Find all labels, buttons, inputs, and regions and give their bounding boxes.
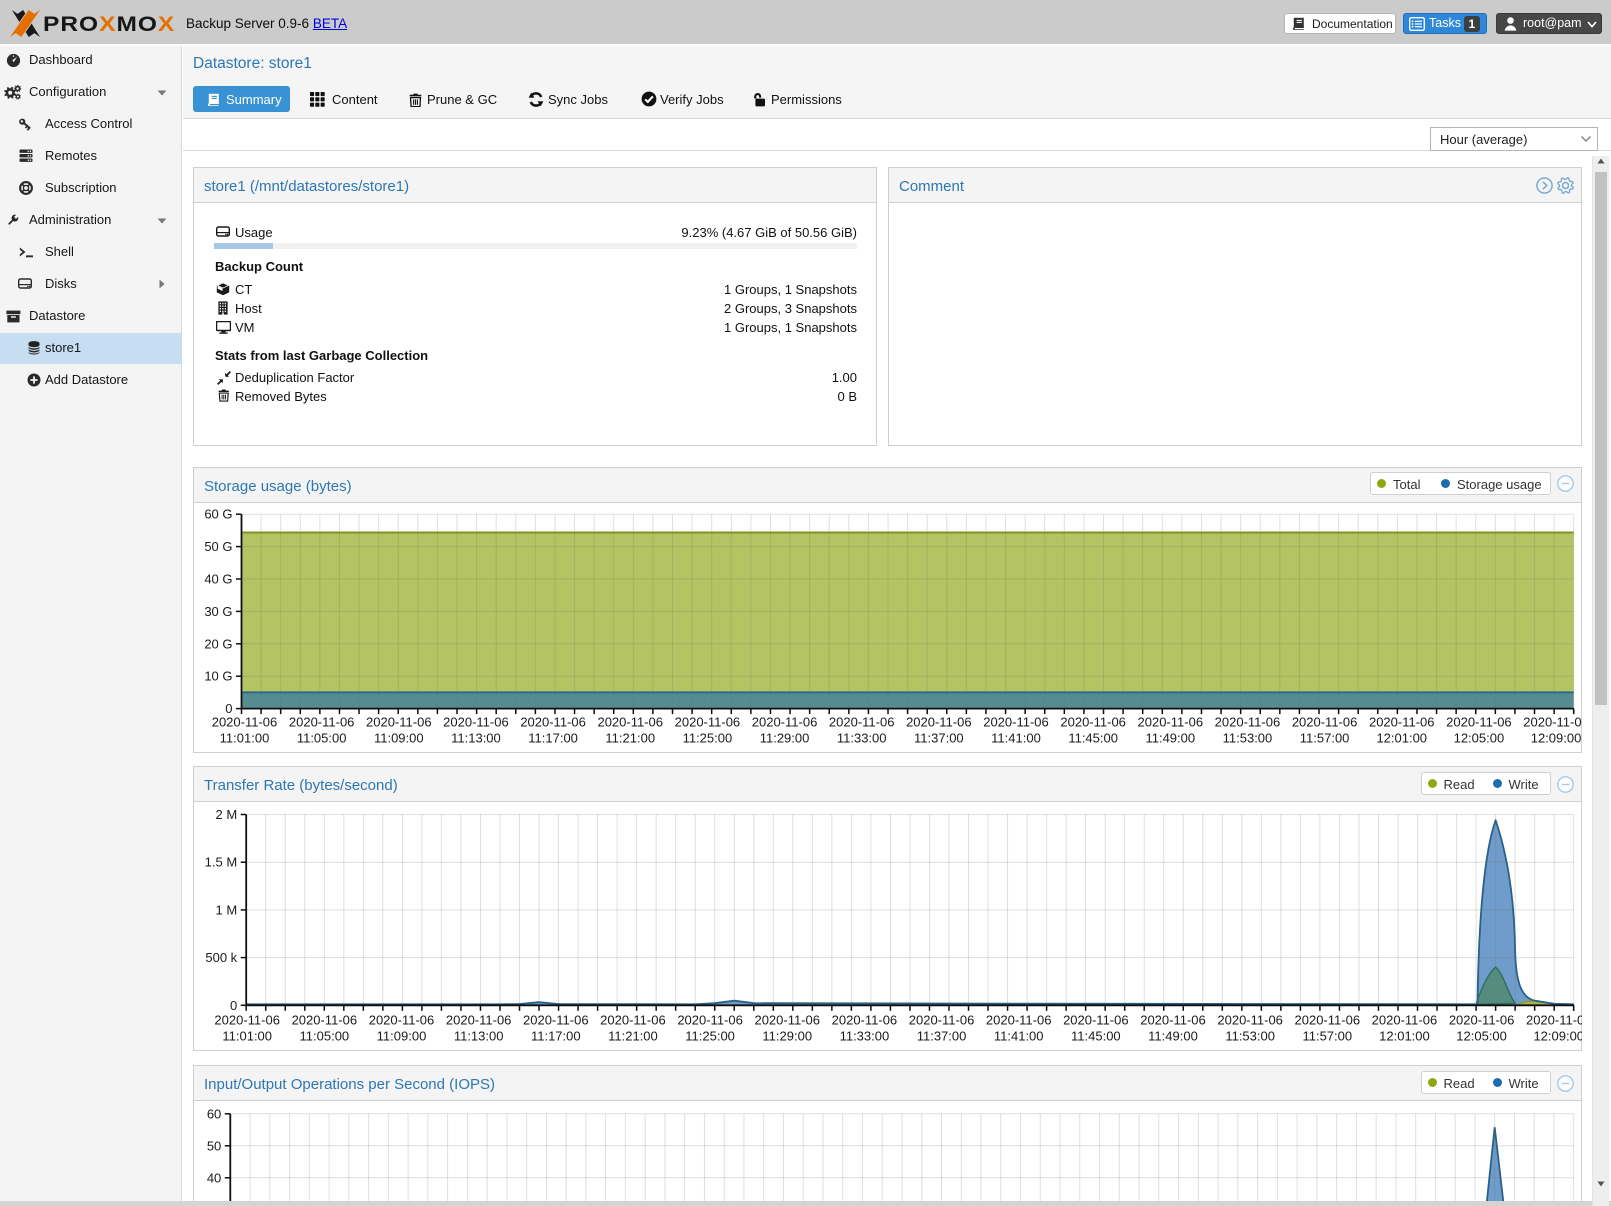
svg-text:20 G: 20 G [204, 636, 232, 651]
svg-text:11:45:00: 11:45:00 [1071, 1029, 1121, 1044]
svg-text:2020-11-06: 2020-11-06 [1449, 1013, 1515, 1028]
svg-text:40: 40 [207, 1170, 221, 1185]
svg-text:2020-11-06: 2020-11-06 [443, 715, 509, 730]
svg-text:2020-11-06: 2020-11-06 [446, 1013, 512, 1028]
svg-text:11:21:00: 11:21:00 [605, 731, 655, 746]
svg-text:12:09:00: 12:09:00 [1533, 1029, 1582, 1044]
svg-text:11:53:00: 11:53:00 [1225, 1029, 1275, 1044]
svg-text:2020-11-06: 2020-11-06 [369, 1013, 435, 1028]
svg-text:11:17:00: 11:17:00 [531, 1029, 581, 1044]
svg-text:2020-11-06: 2020-11-06 [292, 1013, 358, 1028]
svg-text:11:49:00: 11:49:00 [1148, 1029, 1198, 1044]
svg-text:2020-11-06: 2020-11-06 [520, 715, 586, 730]
svg-text:2020-11-06: 2020-11-06 [214, 1013, 280, 1028]
svg-text:2020-11-06: 2020-11-06 [1215, 715, 1281, 730]
svg-text:11:17:00: 11:17:00 [528, 731, 578, 746]
svg-text:2020-11-06: 2020-11-06 [1292, 715, 1358, 730]
svg-text:11:05:00: 11:05:00 [300, 1029, 350, 1044]
svg-text:10 G: 10 G [204, 669, 232, 684]
svg-text:2020-11-06: 2020-11-06 [909, 1013, 975, 1028]
svg-text:11:41:00: 11:41:00 [991, 731, 1041, 746]
svg-text:2020-11-06: 2020-11-06 [829, 715, 895, 730]
svg-text:11:13:00: 11:13:00 [451, 731, 501, 746]
svg-text:2020-11-06: 2020-11-06 [289, 715, 355, 730]
svg-text:2020-11-06: 2020-11-06 [754, 1013, 820, 1028]
svg-text:50 G: 50 G [204, 539, 232, 554]
svg-text:2020-11-06: 2020-11-06 [1526, 1013, 1582, 1028]
svg-text:11:09:00: 11:09:00 [374, 731, 424, 746]
svg-text:11:57:00: 11:57:00 [1302, 1029, 1352, 1044]
svg-text:2020-11-06: 2020-11-06 [366, 715, 432, 730]
svg-text:2020-11-06: 2020-11-06 [600, 1013, 666, 1028]
svg-text:2020-11-06: 2020-11-06 [1446, 715, 1512, 730]
svg-text:2020-11-06: 2020-11-06 [1063, 1013, 1129, 1028]
svg-text:11:29:00: 11:29:00 [762, 1029, 812, 1044]
svg-text:11:37:00: 11:37:00 [914, 731, 964, 746]
svg-text:12:05:00: 12:05:00 [1456, 1029, 1507, 1044]
svg-text:11:53:00: 11:53:00 [1223, 731, 1273, 746]
svg-text:11:13:00: 11:13:00 [454, 1029, 504, 1044]
svg-text:11:25:00: 11:25:00 [683, 731, 733, 746]
svg-text:11:21:00: 11:21:00 [608, 1029, 658, 1044]
svg-text:2020-11-06: 2020-11-06 [1138, 715, 1204, 730]
svg-text:2020-11-06: 2020-11-06 [983, 715, 1049, 730]
svg-text:2020-11-06: 2020-11-06 [1217, 1013, 1283, 1028]
svg-text:11:33:00: 11:33:00 [840, 1029, 890, 1044]
svg-text:11:49:00: 11:49:00 [1145, 731, 1195, 746]
svg-text:2020-11-06: 2020-11-06 [1060, 715, 1126, 730]
svg-text:2020-11-06: 2020-11-06 [906, 715, 972, 730]
svg-text:2020-11-06: 2020-11-06 [986, 1013, 1052, 1028]
svg-text:2020-11-06: 2020-11-06 [1369, 715, 1435, 730]
svg-text:2020-11-06: 2020-11-06 [212, 715, 278, 730]
svg-text:11:45:00: 11:45:00 [1068, 731, 1118, 746]
svg-text:2020-11-06: 2020-11-06 [832, 1013, 898, 1028]
svg-text:2020-11-06: 2020-11-06 [1372, 1013, 1438, 1028]
svg-text:2020-11-06: 2020-11-06 [752, 715, 818, 730]
svg-text:60: 60 [207, 1106, 221, 1121]
svg-text:1 M: 1 M [216, 902, 238, 917]
svg-text:0: 0 [230, 998, 237, 1013]
svg-text:2020-11-06: 2020-11-06 [1295, 1013, 1361, 1028]
svg-text:11:33:00: 11:33:00 [837, 731, 887, 746]
svg-text:11:01:00: 11:01:00 [222, 1029, 272, 1044]
svg-text:2020-11-06: 2020-11-06 [1140, 1013, 1206, 1028]
svg-text:50: 50 [207, 1138, 221, 1153]
svg-text:11:25:00: 11:25:00 [685, 1029, 735, 1044]
svg-text:2020-11-06: 2020-11-06 [675, 715, 741, 730]
svg-text:1.5 M: 1.5 M [205, 855, 238, 870]
svg-text:2 M: 2 M [216, 807, 238, 822]
svg-text:2020-11-06: 2020-11-06 [1523, 715, 1582, 730]
svg-text:11:37:00: 11:37:00 [917, 1029, 967, 1044]
svg-text:12:01:00: 12:01:00 [1376, 731, 1427, 746]
svg-text:11:57:00: 11:57:00 [1300, 731, 1350, 746]
svg-text:11:29:00: 11:29:00 [760, 731, 810, 746]
svg-text:2020-11-06: 2020-11-06 [677, 1013, 743, 1028]
svg-text:11:01:00: 11:01:00 [220, 731, 270, 746]
svg-text:2020-11-06: 2020-11-06 [523, 1013, 589, 1028]
svg-text:12:05:00: 12:05:00 [1454, 731, 1505, 746]
svg-text:0: 0 [225, 701, 232, 716]
svg-text:11:09:00: 11:09:00 [377, 1029, 427, 1044]
svg-text:11:41:00: 11:41:00 [994, 1029, 1044, 1044]
svg-text:40 G: 40 G [204, 572, 232, 587]
svg-text:60 G: 60 G [204, 507, 232, 522]
svg-text:12:01:00: 12:01:00 [1379, 1029, 1430, 1044]
svg-text:30 G: 30 G [204, 604, 232, 619]
svg-text:2020-11-06: 2020-11-06 [597, 715, 663, 730]
svg-text:11:05:00: 11:05:00 [297, 731, 347, 746]
svg-text:500 k: 500 k [205, 950, 237, 965]
svg-text:12:09:00: 12:09:00 [1531, 731, 1582, 746]
